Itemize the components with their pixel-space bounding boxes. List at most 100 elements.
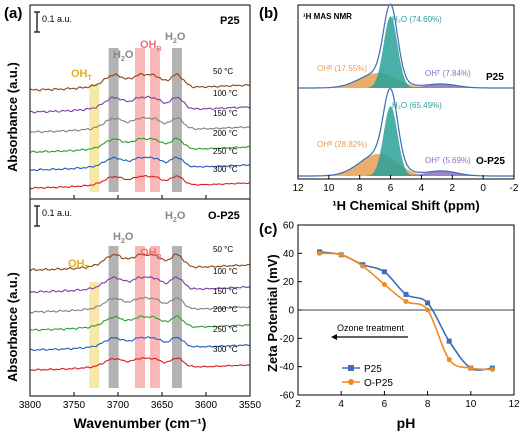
x-tick-label: 4 [338, 399, 344, 410]
panel-c-label: (c) [259, 221, 277, 238]
panel-a-x-ticks: 3800 3750 3700 3650 3600 3550 [19, 195, 262, 411]
legend-op25-label: O-P25 [364, 378, 393, 389]
data-point [360, 263, 366, 269]
nmr-op25-h2o-label: H₂O (65.49%) [392, 101, 442, 110]
panel-b-label: (b) [259, 5, 278, 22]
temperature-label: 250 °C [213, 325, 238, 334]
data-point [317, 250, 323, 256]
temperature-label: 200 °C [213, 305, 238, 314]
panel-b-title: ¹H MAS NMR [303, 12, 352, 21]
temperature-label: 50 °C [213, 67, 233, 76]
temperature-label: 150 °C [213, 287, 238, 296]
spectrum-line [29, 296, 251, 314]
nmr-component [298, 84, 514, 88]
band-label-ohb: OHB [140, 39, 162, 53]
spectrum-line [29, 174, 251, 190]
ozone-arrow-head [331, 334, 337, 340]
band-label-h2o: H2O [113, 49, 134, 63]
x-tick-label: 3650 [151, 400, 174, 411]
x-tick-label: 3750 [63, 400, 86, 411]
series-line-p25 [319, 251, 493, 371]
band-label-h2o-2: H2O [165, 31, 186, 45]
nmr-op25-ohb-label: OHᴮ (28.82%) [317, 140, 367, 149]
panel-a-ylabel-bottom: Absorbance (a.u.) [5, 272, 20, 382]
temperature-label: 300 °C [213, 165, 238, 174]
nmr-op25-oht-label: OHᵀ (5.69%) [425, 156, 471, 165]
y-tick-label: 60 [283, 221, 295, 232]
x-tick-label: -2 [510, 183, 519, 194]
panel-a-xlabel: Wavenumber (cm⁻¹) [74, 415, 207, 431]
panel-a-label: (a) [4, 5, 22, 22]
spectrum-line [29, 357, 251, 371]
x-tick-label: 12 [292, 183, 304, 194]
x-tick-label: 12 [508, 399, 519, 410]
band-labels-bottom: OHT H2O OHB H2O [68, 210, 186, 272]
x-tick-label: 10 [323, 183, 335, 194]
band-ohb [135, 48, 145, 192]
panel-c-ylabel: Zeta Potential (mV) [265, 254, 280, 372]
nmr-component [298, 154, 514, 176]
y-tick-label: -20 [280, 334, 295, 345]
data-point [381, 282, 387, 287]
band-h2o [108, 246, 119, 388]
temperature-label: 250 °C [213, 147, 238, 156]
band-label-oht-b: OHT [68, 258, 90, 272]
data-point [381, 269, 387, 275]
panel-b-x-ticks: 12 10 8 6 4 2 0 -2 [292, 175, 519, 194]
legend-op25-marker [348, 379, 354, 385]
y-tick-label: -40 [280, 362, 295, 373]
spectrum-line [29, 156, 251, 171]
y-tick-label: 40 [283, 249, 295, 260]
band-ohb [149, 48, 160, 192]
panel-a-bottom-frame [29, 198, 251, 397]
x-tick-label: 3600 [195, 400, 218, 411]
data-point [489, 367, 495, 372]
panel-c-axes: 2 4 6 8 10 12 -60 -40 -20 0 20 40 60 [280, 221, 519, 411]
panel-a-temperature-labels: 50 °C 100 °C 150 °C 200 °C 250 °C 300 °C 50 °C… [213, 67, 238, 354]
scale-bar-top-label: 0.1 a.u. [42, 14, 72, 24]
x-tick-label: 8 [425, 399, 431, 410]
band-label-oht: OHT [71, 68, 93, 82]
data-point [446, 357, 452, 363]
x-tick-label: 10 [465, 399, 477, 410]
nmr-p25-ohb-label: OHᴮ (17.55%) [317, 64, 367, 73]
data-point [403, 299, 409, 304]
band-oht [89, 84, 100, 192]
spectrum-line [29, 116, 251, 134]
band-h2o [108, 48, 119, 192]
panel-c-xlabel: pH [397, 415, 416, 431]
panel-b-frame [297, 4, 515, 180]
panel-a-bands [89, 48, 182, 388]
panel-a-top-title: P25 [220, 15, 240, 27]
spectrum-line [29, 137, 251, 154]
spectrum-line [29, 73, 251, 92]
spectrum-line [30, 95, 251, 114]
data-point [425, 307, 431, 313]
data-point [425, 300, 431, 306]
band-label-ohb-b: OHB [140, 247, 162, 261]
band-labels-top: OHT H2O OHB H2O [71, 31, 186, 82]
temperature-label: 150 °C [213, 109, 238, 118]
panel-c-annotation: Ozone treatment [337, 323, 405, 333]
temperature-label: 100 °C [213, 267, 238, 276]
y-tick-label: 0 [288, 306, 294, 317]
scale-bar-bottom-label: 0.1 a.u. [42, 208, 72, 218]
nmr-labels: H₂O (74.60%) OHᴮ (17.55%) OHᵀ (7.84%) P2… [317, 15, 505, 167]
panel-a-ylabel-top: Absorbance (a.u.) [5, 62, 20, 172]
nmr-envelope [298, 87, 514, 177]
temperature-label: 200 °C [213, 129, 238, 138]
x-tick-label: 3700 [107, 400, 130, 411]
nmr-component [298, 171, 514, 176]
spectrum-line [29, 336, 251, 352]
x-tick-label: 3800 [19, 400, 42, 411]
x-tick-label: 0 [480, 183, 486, 194]
y-tick-label: -60 [280, 391, 295, 402]
data-point [468, 365, 474, 371]
temperature-label: 300 °C [213, 345, 238, 354]
x-tick-label: 3550 [239, 400, 262, 411]
x-tick-label: 2 [450, 183, 456, 194]
nmr-p25-sample: P25 [486, 72, 504, 83]
x-tick-label: 2 [295, 399, 301, 410]
spectrum-line [29, 315, 251, 332]
